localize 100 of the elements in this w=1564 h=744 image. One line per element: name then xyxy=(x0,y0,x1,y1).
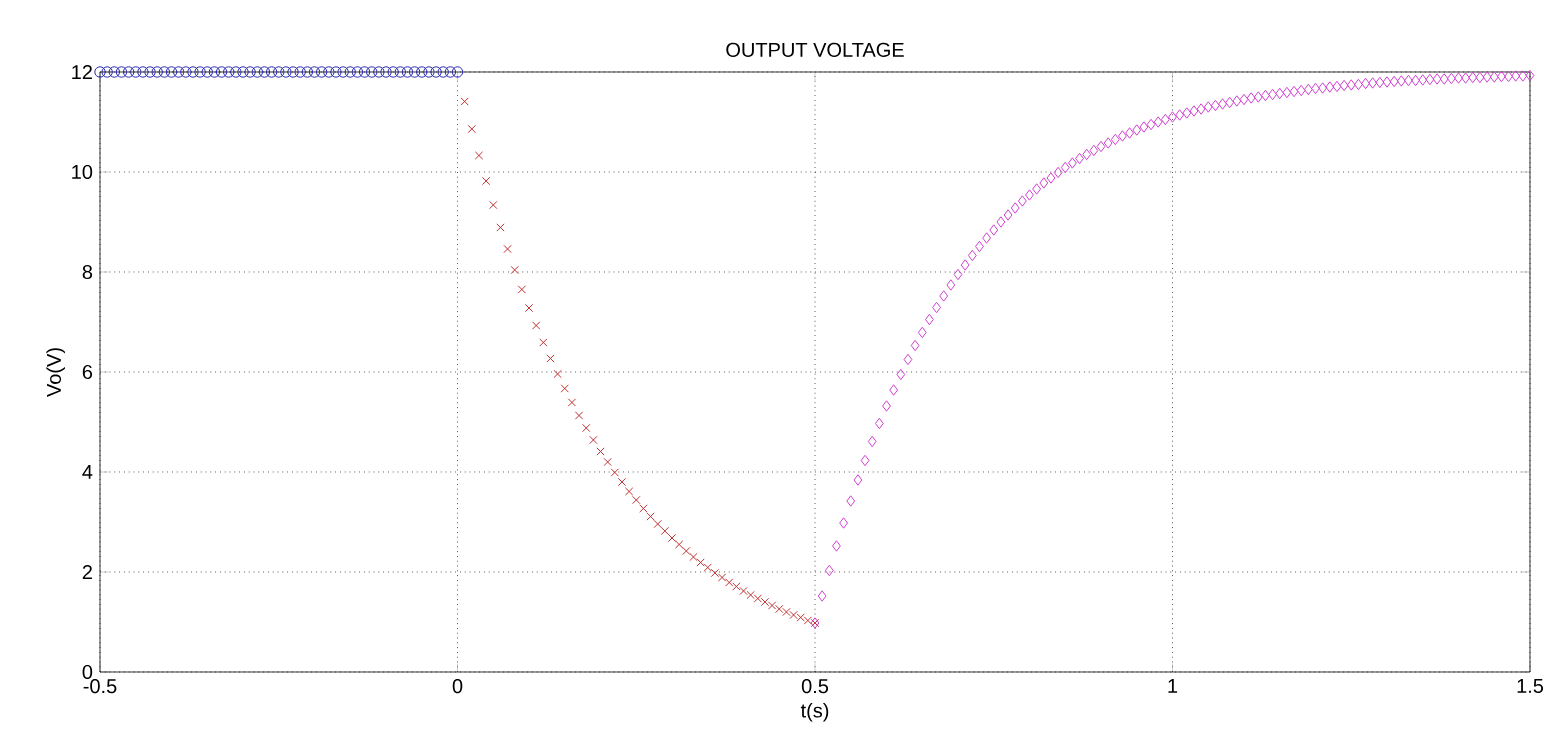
point xyxy=(244,66,256,78)
point xyxy=(646,512,655,521)
point xyxy=(460,97,469,106)
point xyxy=(308,66,321,78)
point xyxy=(165,66,178,78)
point xyxy=(101,66,113,78)
point xyxy=(115,66,128,78)
y-tick-label: 0 xyxy=(82,664,93,680)
point xyxy=(539,338,548,347)
point xyxy=(151,66,163,78)
y-tick-label: 8 xyxy=(82,264,93,280)
point xyxy=(481,176,491,186)
point xyxy=(280,66,292,78)
point xyxy=(739,586,748,596)
point xyxy=(158,66,171,78)
point xyxy=(416,66,428,78)
x-tick-label: 0.5 xyxy=(801,679,829,694)
y-tick-label: 6 xyxy=(82,364,93,380)
point xyxy=(287,66,299,78)
point xyxy=(144,66,156,78)
point xyxy=(639,504,648,513)
point xyxy=(610,468,619,477)
x-axis-title: t(s) xyxy=(800,702,829,722)
point xyxy=(474,151,484,160)
point xyxy=(394,66,407,78)
point xyxy=(531,321,541,330)
point xyxy=(732,582,741,591)
point xyxy=(753,594,762,603)
point xyxy=(451,66,464,78)
point xyxy=(208,66,221,78)
y-tick-label: 2 xyxy=(82,565,92,579)
point xyxy=(560,384,569,393)
point xyxy=(546,354,555,363)
point xyxy=(524,303,534,313)
point xyxy=(617,477,627,487)
point xyxy=(725,578,734,587)
point xyxy=(330,66,342,78)
point xyxy=(710,568,720,578)
point xyxy=(258,66,271,78)
point xyxy=(187,66,199,78)
point xyxy=(366,66,378,78)
point xyxy=(337,66,349,78)
point xyxy=(351,66,364,78)
point xyxy=(660,526,670,536)
point xyxy=(437,66,449,78)
point xyxy=(582,423,591,433)
point xyxy=(408,66,421,78)
point xyxy=(273,66,285,78)
point xyxy=(358,66,371,78)
point xyxy=(323,66,335,78)
point xyxy=(746,590,755,600)
point xyxy=(380,66,392,78)
point xyxy=(430,66,442,78)
point xyxy=(122,66,135,78)
point xyxy=(130,66,142,78)
point xyxy=(703,563,712,572)
point xyxy=(265,66,278,78)
y-tick-label: 12 xyxy=(72,65,92,79)
point xyxy=(717,573,727,582)
point xyxy=(567,398,577,407)
point xyxy=(215,66,228,78)
point xyxy=(172,66,185,78)
point xyxy=(230,66,242,78)
point xyxy=(137,66,149,78)
point xyxy=(467,124,476,134)
point xyxy=(632,495,641,505)
point xyxy=(301,66,314,78)
point xyxy=(596,447,605,456)
point xyxy=(387,66,399,78)
point xyxy=(194,66,206,78)
point xyxy=(423,66,435,78)
point xyxy=(344,66,356,78)
y-tick-label: 4 xyxy=(82,465,93,479)
point xyxy=(237,66,249,78)
x-tick-label: 1.5 xyxy=(1517,679,1544,693)
point xyxy=(553,369,562,379)
y-tick-label: 10 xyxy=(72,164,93,180)
point xyxy=(94,66,106,78)
point xyxy=(603,457,612,467)
x-tick-label: 0 xyxy=(452,679,463,694)
point xyxy=(108,66,121,78)
point xyxy=(653,519,662,529)
point xyxy=(223,66,235,78)
point xyxy=(496,223,505,232)
x-tick-label: -0.5 xyxy=(83,679,117,694)
point xyxy=(294,66,306,78)
point xyxy=(373,66,385,78)
point xyxy=(574,411,584,420)
point xyxy=(315,66,328,78)
point xyxy=(510,265,519,275)
point xyxy=(503,244,512,254)
point xyxy=(517,285,527,294)
y-axis-title: Vo(V) xyxy=(46,348,65,397)
point xyxy=(682,546,691,556)
point xyxy=(624,487,634,496)
point xyxy=(689,552,698,562)
x-tick-label: 1 xyxy=(1168,679,1178,693)
point xyxy=(674,540,684,549)
point xyxy=(489,200,498,210)
point xyxy=(180,66,192,78)
